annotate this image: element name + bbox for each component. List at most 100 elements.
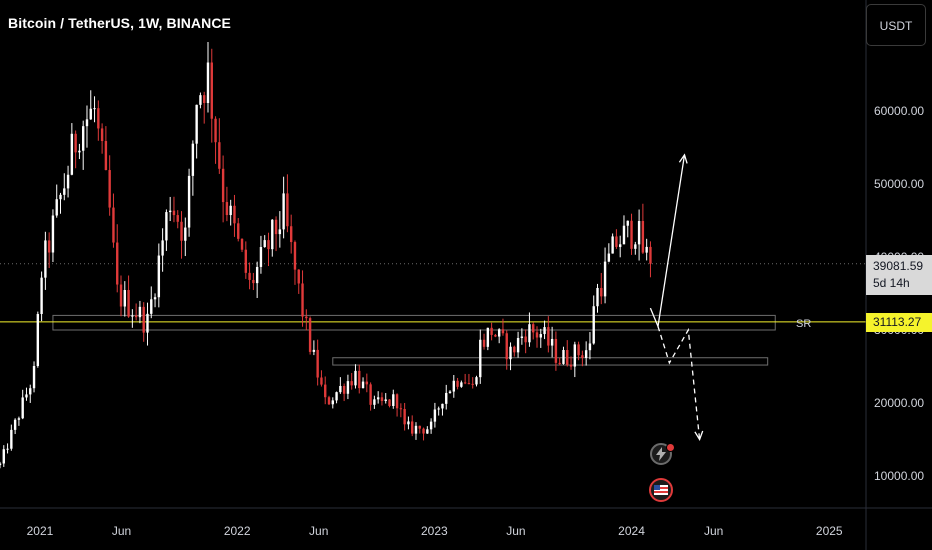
- candle[interactable]: [267, 232, 270, 267]
- candle[interactable]: [331, 397, 334, 409]
- candle[interactable]: [505, 330, 508, 370]
- candle[interactable]: [153, 293, 157, 308]
- candle[interactable]: [509, 342, 512, 371]
- candle[interactable]: [25, 387, 28, 401]
- candle[interactable]: [263, 235, 266, 248]
- candle[interactable]: [305, 309, 308, 331]
- candle[interactable]: [112, 193, 115, 248]
- candle[interactable]: [384, 393, 387, 404]
- candle[interactable]: [131, 309, 134, 328]
- candle[interactable]: [528, 312, 531, 347]
- candle[interactable]: [486, 327, 490, 351]
- candle[interactable]: [615, 229, 618, 249]
- candle[interactable]: [543, 320, 546, 340]
- candle[interactable]: [482, 333, 486, 350]
- candle[interactable]: [411, 415, 414, 437]
- candle[interactable]: [180, 211, 183, 259]
- candle[interactable]: [335, 391, 338, 404]
- candle[interactable]: [134, 303, 138, 321]
- candle[interactable]: [539, 328, 542, 348]
- candle[interactable]: [63, 173, 66, 201]
- candle[interactable]: [312, 340, 316, 356]
- candle[interactable]: [176, 210, 179, 229]
- candle[interactable]: [407, 416, 410, 430]
- candle[interactable]: [301, 270, 304, 327]
- candle[interactable]: [403, 402, 406, 431]
- candle[interactable]: [59, 192, 62, 214]
- candle[interactable]: [456, 377, 459, 390]
- candle[interactable]: [278, 211, 282, 248]
- candle[interactable]: [104, 126, 108, 171]
- candle[interactable]: [66, 165, 70, 198]
- candle[interactable]: [558, 357, 561, 366]
- candle[interactable]: [2, 445, 5, 467]
- candle[interactable]: [13, 418, 17, 435]
- candle[interactable]: [376, 391, 380, 404]
- candle[interactable]: [244, 241, 248, 279]
- candle[interactable]: [350, 372, 353, 390]
- candle[interactable]: [497, 328, 501, 344]
- candle[interactable]: [259, 235, 263, 274]
- candle[interactable]: [248, 262, 251, 290]
- candle[interactable]: [70, 123, 74, 176]
- candle[interactable]: [142, 302, 145, 342]
- candle[interactable]: [645, 238, 648, 261]
- candle[interactable]: [274, 216, 278, 252]
- candle[interactable]: [187, 168, 191, 237]
- candle[interactable]: [622, 215, 626, 245]
- currency-button[interactable]: USDT: [866, 4, 926, 46]
- candle[interactable]: [218, 118, 221, 174]
- candle[interactable]: [44, 231, 47, 290]
- candle[interactable]: [471, 377, 474, 389]
- candle[interactable]: [361, 377, 365, 389]
- candle[interactable]: [293, 240, 297, 285]
- candle[interactable]: [150, 286, 153, 319]
- candle[interactable]: [172, 196, 176, 223]
- candle[interactable]: [100, 123, 104, 154]
- candle[interactable]: [21, 389, 24, 420]
- candle[interactable]: [369, 382, 372, 411]
- candle[interactable]: [29, 384, 32, 403]
- candle[interactable]: [89, 90, 92, 120]
- candle[interactable]: [516, 331, 520, 358]
- candle[interactable]: [479, 329, 482, 384]
- candle[interactable]: [255, 261, 259, 298]
- candle[interactable]: [146, 302, 149, 346]
- candle[interactable]: [138, 300, 142, 324]
- candle[interactable]: [626, 220, 629, 238]
- candle[interactable]: [184, 217, 187, 257]
- candle[interactable]: [354, 364, 357, 389]
- candle[interactable]: [592, 295, 595, 345]
- candle[interactable]: [433, 402, 437, 428]
- candle[interactable]: [584, 341, 588, 366]
- candle[interactable]: [308, 316, 312, 355]
- candle[interactable]: [203, 91, 206, 124]
- candle[interactable]: [532, 322, 535, 340]
- candle[interactable]: [116, 224, 119, 293]
- candle[interactable]: [399, 403, 403, 418]
- candle[interactable]: [78, 143, 81, 160]
- candle[interactable]: [85, 105, 89, 148]
- candle[interactable]: [32, 361, 36, 393]
- candle[interactable]: [229, 199, 232, 226]
- candle[interactable]: [475, 375, 478, 387]
- candle[interactable]: [199, 92, 202, 109]
- candle[interactable]: [161, 228, 164, 272]
- candle[interactable]: [562, 346, 565, 365]
- candle[interactable]: [195, 104, 198, 159]
- candle[interactable]: [429, 418, 433, 434]
- candle[interactable]: [566, 340, 569, 367]
- candle[interactable]: [320, 370, 323, 387]
- candle[interactable]: [460, 380, 463, 388]
- candle[interactable]: [47, 232, 51, 269]
- candle[interactable]: [373, 395, 376, 409]
- candle[interactable]: [93, 96, 96, 123]
- candle[interactable]: [346, 374, 350, 400]
- candle[interactable]: [445, 384, 448, 410]
- candle[interactable]: [630, 213, 633, 255]
- candle[interactable]: [452, 375, 455, 398]
- candle[interactable]: [157, 243, 161, 308]
- candle[interactable]: [55, 184, 58, 218]
- candles[interactable]: [0, 42, 652, 469]
